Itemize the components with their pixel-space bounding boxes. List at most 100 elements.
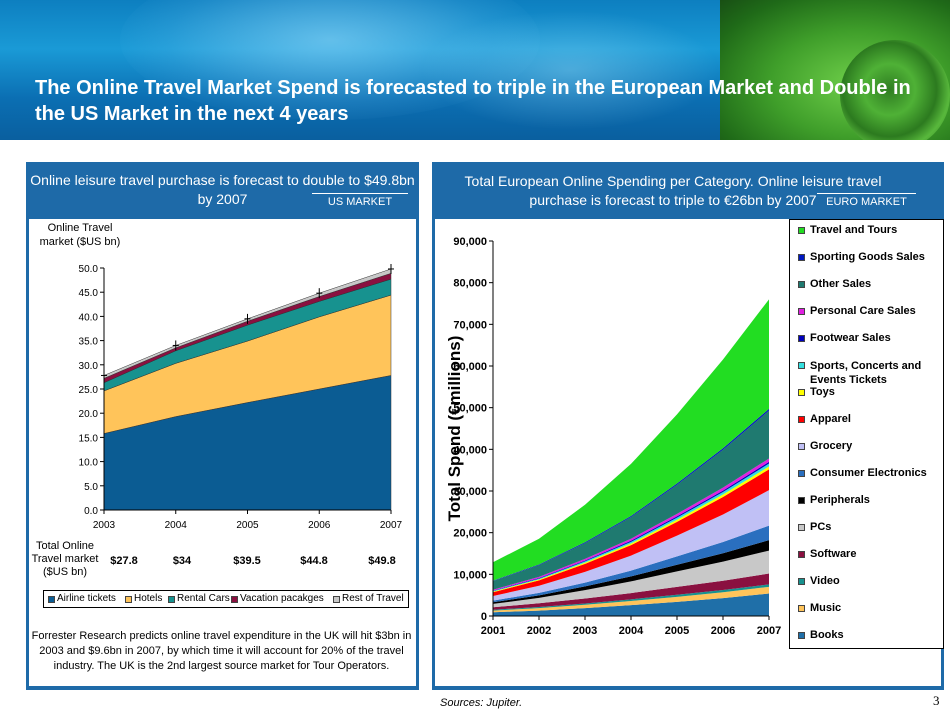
legend-airline: Airline tickets [57,593,116,604]
grass-roll [840,40,950,140]
legend-apparel: Apparel [810,413,851,425]
y-tick-label: 60,000 [453,361,487,373]
y-tick-label: 40.0 [79,312,99,323]
y-tick-label: 10,000 [453,569,487,581]
legend-swatch-rest [333,596,340,603]
x-tick-label-2001: 2001 [481,625,505,637]
y-tick-label: 35.0 [79,337,99,348]
us-total-2004: $34 [172,555,192,567]
legend-grocery: Grocery [810,440,853,452]
legend-swatch-sports-tickets [798,362,805,369]
x-tick-label-2002: 2002 [527,625,551,637]
legend-swatch-consumer-electronics [798,470,805,477]
legend-swatch-grocery [798,443,805,450]
y-tick-label: 90,000 [453,236,487,248]
area-music [493,586,769,613]
y-tick-label: 0.0 [84,506,98,517]
legend-software: Software [810,548,857,560]
us-total-2003: $27.8 [110,555,138,567]
area-pcs [493,550,769,608]
legend-rest: Rest of Travel [342,593,404,604]
legend-swatch-pcs [798,524,805,531]
legend-toys: Toys [810,386,835,398]
y-tick-label: 0 [481,611,487,623]
sources-note: Sources: Jupiter. [440,697,523,709]
y-tick-label: 80,000 [453,278,487,290]
legend-other: Other Sales [810,278,872,290]
y-tick-label: 10.0 [79,458,99,469]
legend-swatch-travel [798,227,805,234]
legend-swatch-footwear [798,335,805,342]
legend-swatch-personal [798,308,805,315]
legend-video: Video [810,575,840,587]
legend-swatch-peripherals [798,497,805,504]
y-tick-label: 45.0 [79,288,99,299]
y-tick-label: 20.0 [79,409,99,420]
y-tick-label: 30,000 [453,486,487,498]
y-tick-label: 30.0 [79,361,99,372]
legend-swatch-vacation [231,596,238,603]
x-tick-label-2005: 2005 [665,625,689,637]
y-tick-label: 25.0 [79,385,99,396]
area-software [493,573,769,610]
legend-consumer-electronics: Consumer Electronics [810,467,927,479]
legend-swatch-sporting [798,254,805,261]
legend-music: Music [810,602,842,614]
page-title: The Online Travel Market Spend is foreca… [35,77,911,125]
legend-swatch-apparel [798,416,805,423]
x-tick-label-2003: 2003 [93,520,116,531]
legend-swatch-hotels [125,596,132,603]
legend-vacation: Vacation pacakges [240,593,324,604]
legend-pcs: PCs [810,521,832,533]
legend-swatch-software [798,551,805,558]
legend-travel: Travel and Tours [810,224,898,236]
x-tick-label-2006: 2006 [711,625,735,637]
euro-y-axis-title: Total Spend (€millions) [445,336,464,522]
us-chart-title: Online Travel market ($US bn) [39,222,121,248]
us-total-2005: $39.5 [233,555,261,567]
euro-chart-legend: Travel and Tours Sporting Goods Sales Ot… [789,219,944,649]
legend-hotels: Hotels [134,593,163,604]
area-books [493,593,769,616]
legend-footwear: Footwear Sales [810,332,891,344]
area-travel-and-tours [493,299,769,581]
legend-swatch-video [798,578,805,585]
legend-peripherals: Peripherals [810,494,870,506]
legend-sports-tickets: Sports, Concerts and Events Tickets [810,360,922,386]
y-tick-label: 70,000 [453,319,487,331]
legend-swatch-rental [168,596,175,603]
legend-rental: Rental Cars [177,593,230,604]
us-market-tag: US MARKET [312,193,408,208]
x-tick-label-2005: 2005 [236,520,259,531]
y-tick-label: 5.0 [84,482,98,493]
legend-swatch-books [798,632,805,639]
forrester-note: Forrester Research predicts online trave… [31,630,412,672]
x-tick-label-2007: 2007 [757,625,781,637]
us-totals-label: Total Online Travel market ($US bn) [31,540,99,578]
y-tick-label: 20,000 [453,528,487,540]
x-tick-label-2007: 2007 [380,520,403,531]
y-tick-label: 50.0 [79,264,99,275]
us-chart-legend: Airline tickets Hotels Rental Cars Vacat… [43,590,409,608]
legend-swatch-toys [798,389,805,396]
euro-panel-heading: Total European Online Spending per Categ… [464,173,882,208]
y-tick-label: 15.0 [79,433,99,444]
header-banner [0,0,950,140]
legend-swatch-airline [48,596,55,603]
legend-personal: Personal Care Sales [810,305,916,317]
us-panel-heading: Online leisure travel purchase is foreca… [30,172,415,207]
us-total-2006: $44.8 [300,555,328,567]
x-tick-label-2006: 2006 [308,520,331,531]
x-tick-label-2004: 2004 [619,625,644,637]
legend-swatch-other [798,281,805,288]
x-tick-label-2003: 2003 [573,625,597,637]
water-glow-secondary [420,10,720,130]
page-number: 3 [933,693,940,708]
legend-swatch-music [798,605,805,612]
y-tick-label: 50,000 [453,403,487,415]
grass-roll-image [720,0,950,140]
legend-books: Books [810,629,844,641]
us-total-2007: $49.8 [368,555,396,567]
